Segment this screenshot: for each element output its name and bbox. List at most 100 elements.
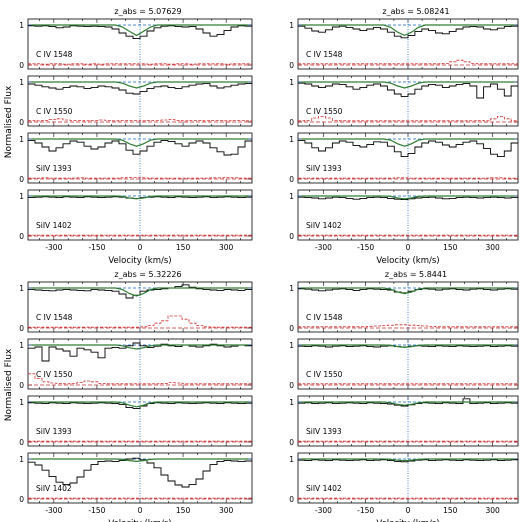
panel-c-iv-1548: 0 1 C IV 1548 (289, 281, 519, 333)
chart-3: z_abs = 5.32226 0 1 C IV 1548 0 1 C IV 1550 0 1 S… (19, 270, 253, 522)
voigt-model (31, 81, 249, 89)
error-spectrum (28, 118, 252, 122)
y-tick-label: 0 (19, 495, 24, 504)
x-tick-label: -300 (315, 506, 332, 515)
panel-siiv-1402: 0 1 SiIV 1402 (289, 452, 519, 504)
x-axis-label: Velocity (km/s) (376, 519, 439, 522)
panel-siiv-1402: 0 1 SiIV 1402 (289, 189, 519, 241)
flux-spectrum (28, 402, 252, 409)
x-axis-label: Velocity (km/s) (108, 256, 171, 266)
x-tick-label: -300 (45, 243, 62, 252)
voigt-model (301, 81, 515, 89)
y-tick-label: 0 (19, 61, 24, 70)
flux-spectrum (298, 288, 518, 294)
voigt-model (301, 24, 515, 37)
flux-spectrum (298, 25, 518, 39)
y-tick-label: 0 (19, 438, 24, 447)
ion-label: SiIV 1402 (36, 221, 72, 230)
x-tick-label: 300 (485, 506, 500, 515)
flux-spectrum (28, 284, 252, 299)
error-spectrum (298, 59, 518, 65)
flux-spectrum (28, 140, 252, 156)
ion-label: C IV 1550 (36, 107, 73, 116)
y-tick-label: 1 (289, 21, 294, 30)
plot-grid: z_abs = 5.07629 0 1 C IV 1548 0 1 C IV 1550 0 1 S… (19, 7, 519, 522)
chart-title: z_abs = 5.32226 (114, 270, 181, 279)
panel-c-iv-1550: 0 1 C IV 1550 (289, 75, 519, 127)
y-tick-label: 1 (289, 398, 294, 407)
y-tick-label: 1 (289, 455, 294, 464)
voigt-model (31, 344, 249, 350)
flux-spectrum (298, 140, 518, 158)
x-tick-label: -150 (357, 506, 374, 515)
voigt-model (31, 138, 249, 147)
y-tick-label: 1 (289, 284, 294, 293)
x-tick-label: 300 (219, 243, 234, 252)
ion-label: SiIV 1393 (36, 164, 72, 173)
y-tick-label: 1 (289, 78, 294, 87)
panel-c-iv-1548: 0 1 C IV 1548 (19, 281, 253, 333)
ion-label: C IV 1550 (36, 370, 73, 379)
ion-label: C IV 1548 (306, 313, 343, 322)
voigt-model (31, 287, 249, 297)
y-tick-label: 1 (289, 341, 294, 350)
flux-spectrum (298, 196, 518, 201)
panel-c-iv-1548: 0 1 C IV 1548 (289, 18, 519, 70)
panel-c-iv-1550: 0 1 C IV 1550 (19, 338, 253, 390)
y-tick-label: 1 (289, 135, 294, 144)
x-tick-label: 0 (406, 506, 411, 515)
panel-c-iv-1550: 0 1 C IV 1550 (19, 75, 253, 127)
y-tick-label: 1 (19, 78, 24, 87)
y-axis-label-top: Normalised Flux (4, 85, 14, 158)
error-spectrum (298, 324, 518, 328)
voigt-model (301, 401, 515, 406)
x-tick-label: -150 (357, 243, 374, 252)
y-tick-label: 0 (289, 381, 294, 390)
error-spectrum (298, 116, 518, 122)
voigt-model (301, 138, 515, 147)
flux-spectrum (28, 25, 252, 40)
y-tick-label: 1 (19, 341, 24, 350)
y-tick-label: 0 (19, 232, 24, 241)
panel-siiv-1393: 0 1 SiIV 1393 (289, 132, 519, 184)
ion-label: SiIV 1393 (36, 427, 72, 436)
error-spectrum (28, 373, 252, 385)
voigt-model (301, 344, 515, 349)
flux-spectrum (28, 457, 252, 488)
voigt-model (31, 458, 249, 463)
y-tick-label: 0 (289, 118, 294, 127)
voigt-model (31, 24, 249, 37)
chart-4: z_abs = 5.8441 0 1 C IV 1548 0 1 C IV 1550 0 1 Si… (289, 270, 519, 522)
x-tick-label: 150 (176, 243, 191, 252)
chart-title: z_abs = 5.08241 (382, 7, 449, 16)
panel-siiv-1402: 0 1 SiIV 1402 (19, 189, 253, 241)
x-axis-label: Velocity (km/s) (376, 256, 439, 266)
y-tick-label: 1 (19, 135, 24, 144)
ion-label: C IV 1548 (36, 313, 73, 322)
voigt-model (301, 287, 515, 295)
x-tick-label: 0 (406, 243, 411, 252)
x-tick-label: 0 (138, 243, 143, 252)
x-tick-label: 300 (485, 243, 500, 252)
x-tick-label: -300 (315, 243, 332, 252)
ion-label: SiIV 1402 (36, 484, 72, 493)
flux-spectrum (298, 82, 518, 99)
y-tick-label: 0 (19, 381, 24, 390)
y-tick-label: 0 (289, 324, 294, 333)
y-tick-label: 0 (19, 118, 24, 127)
y-tick-label: 1 (19, 455, 24, 464)
panel-c-iv-1550: 0 1 C IV 1550 (289, 338, 519, 390)
ion-label: SiIV 1393 (306, 427, 342, 436)
flux-spectrum (28, 83, 252, 95)
x-tick-label: -300 (45, 506, 62, 515)
y-tick-label: 1 (19, 284, 24, 293)
y-tick-label: 0 (289, 175, 294, 184)
x-tick-label: -150 (88, 243, 105, 252)
y-tick-label: 0 (19, 324, 24, 333)
voigt-model (301, 195, 515, 200)
x-tick-label: -150 (88, 506, 105, 515)
voigt-model (31, 195, 249, 200)
y-tick-label: 0 (289, 495, 294, 504)
y-tick-label: 0 (289, 61, 294, 70)
